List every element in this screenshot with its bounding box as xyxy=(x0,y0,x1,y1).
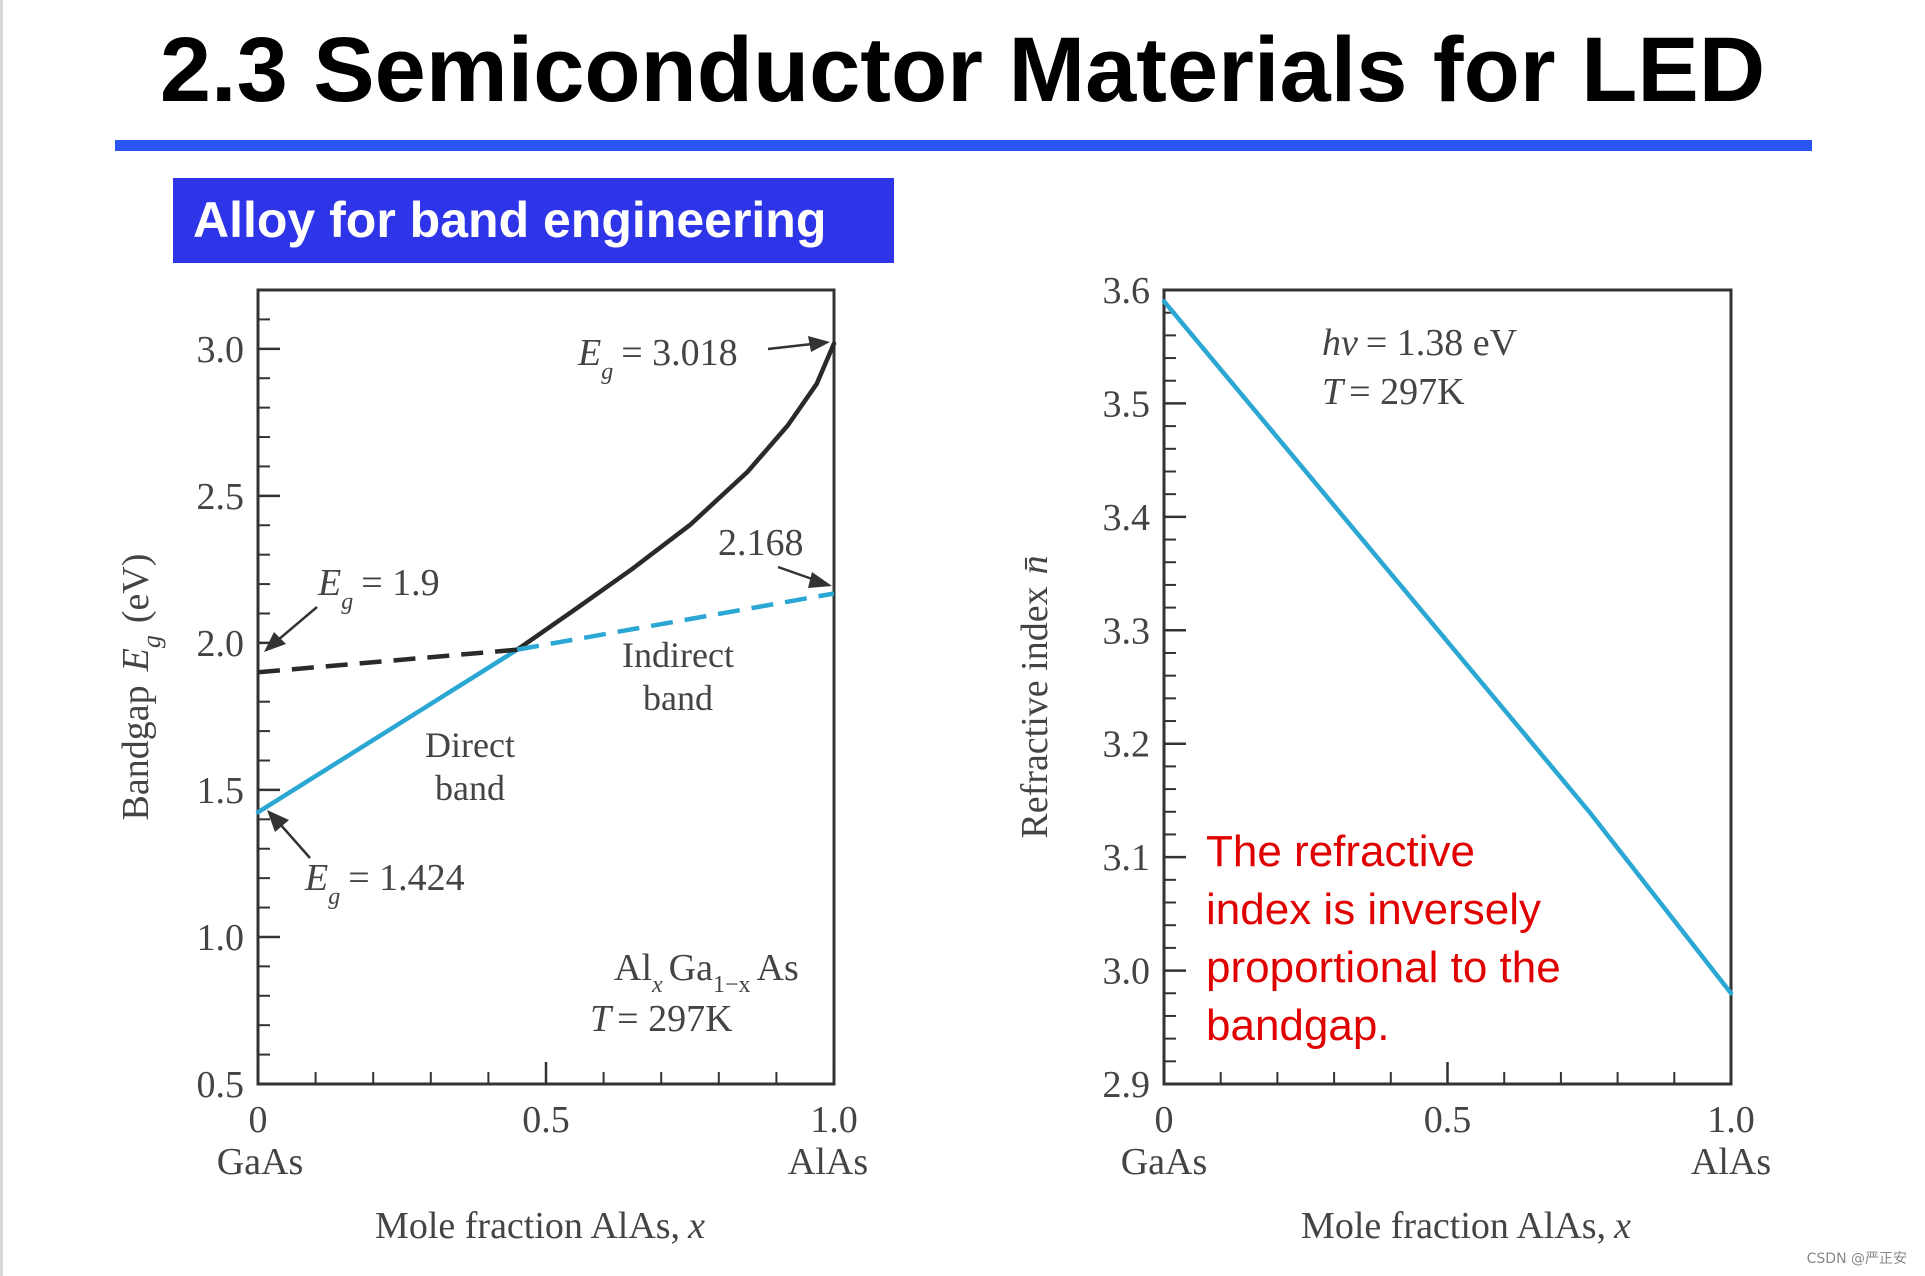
bandgap-x-axis-label: Mole fraction AlAs, x xyxy=(375,1205,705,1247)
x-tick-label: 0.5 xyxy=(522,1099,570,1141)
bandgap-series xyxy=(255,341,837,815)
bandgap-x-end-label: AlAs xyxy=(788,1141,868,1183)
bandgap-x-ticks: 0 0.5 1.0 xyxy=(249,1062,858,1141)
note-line-1: The refractive xyxy=(1206,827,1475,876)
eg-1424-annotation: Eg = 1.424 xyxy=(304,857,465,910)
eg-19-arrow-line xyxy=(277,606,318,641)
bandgap-x-start-label: GaAs xyxy=(217,1141,304,1183)
bandgap-y-axis-label: BandgapEg(eV) xyxy=(115,554,166,821)
bandgap-y-ticks: 0.5 1.0 1.5 2.0 2.5 3.0 xyxy=(197,289,280,1106)
y-tick-label: 1.0 xyxy=(197,917,245,959)
eg-2168-arrowhead xyxy=(808,572,832,588)
indirect-band-label-line2: band xyxy=(643,678,713,718)
note-line-4: bandgap. xyxy=(1206,1001,1390,1050)
refractive-series xyxy=(1161,299,1734,996)
eg-3018-annotation: Eg = 3.018 xyxy=(577,332,738,385)
direct-band-label-line2: band xyxy=(435,768,505,808)
right-temperature: T = 297K xyxy=(1322,371,1465,413)
refractive-y-ticks: 2.9 3.0 3.1 3.2 3.3 3.4 3.5 3.6 xyxy=(1103,270,1186,1106)
refractive-y-axis-label: Refractive indexn̄ xyxy=(1014,555,1056,838)
note-line-2: index is inversely xyxy=(1206,885,1541,934)
y-tick-label: 3.4 xyxy=(1103,497,1151,539)
refractive-index-chart: 2.9 3.0 3.1 3.2 3.3 3.4 3.5 3.6 0 0.5 1.0 Refract… xyxy=(1014,270,1771,1247)
bandgap-chart: 0.51.01.52.02.53.0 0 0.5 1.0 BandgapEg(eV)… xyxy=(115,288,868,1247)
eg-1424-arrowhead xyxy=(267,810,289,832)
watermark: CSDN @严正安 xyxy=(1806,1251,1907,1267)
section-badge: Alloy for band engineering xyxy=(173,178,894,263)
eg-19-annotation: Eg = 1.9 xyxy=(317,562,440,615)
title-underline xyxy=(115,140,1812,151)
series-line-2 xyxy=(257,647,518,675)
series-line-1 xyxy=(514,341,837,652)
y-tick-label: 3.5 xyxy=(1103,383,1151,425)
y-tick-label: 3.2 xyxy=(1103,724,1151,766)
x-tick-label: 0 xyxy=(1155,1099,1174,1141)
y-tick-label: 3.6 xyxy=(1103,270,1151,312)
eg-2168-arrow-line xyxy=(777,565,816,582)
refractive-x-start-label: GaAs xyxy=(1121,1141,1208,1183)
eg-3018-arrowhead xyxy=(808,336,830,352)
x-tick-label: 0 xyxy=(249,1099,268,1141)
eg-19-arrowhead xyxy=(264,632,286,652)
y-tick-label: 3.0 xyxy=(1103,951,1151,993)
left-temperature: T = 297K xyxy=(590,998,733,1040)
y-tick-label: 3.3 xyxy=(1103,610,1151,652)
x-tick-label: 1.0 xyxy=(1707,1099,1755,1141)
y-tick-label: 2.0 xyxy=(197,623,245,665)
y-tick-label: 3.1 xyxy=(1103,837,1151,879)
alloy-formula: Alx Ga1−x As xyxy=(614,947,799,998)
note-text: The refractive index is inversely propor… xyxy=(1206,827,1561,1050)
eg-1424-arrow-line xyxy=(279,823,311,859)
y-tick-label: 2.9 xyxy=(1103,1064,1151,1106)
direct-band-label-line1: Direct xyxy=(425,725,515,765)
refractive-x-end-label: AlAs xyxy=(1691,1141,1771,1183)
note-line-3: proportional to the xyxy=(1206,943,1561,992)
slide-title: 2.3 Semiconductor Materials for LED xyxy=(159,19,1766,121)
x-tick-label: 1.0 xyxy=(810,1099,858,1141)
x-tick-label: 0.5 xyxy=(1424,1099,1472,1141)
y-tick-label: 1.5 xyxy=(197,770,245,812)
eg-2168-annotation: 2.168 xyxy=(718,522,804,564)
indirect-band-label-line1: Indirect xyxy=(622,635,734,675)
refractive-x-axis-label: Mole fraction AlAs, x xyxy=(1301,1205,1631,1247)
bandgap-plot-frame xyxy=(256,288,836,1086)
series-line-0 xyxy=(255,647,520,815)
eg-3018-arrow-line xyxy=(767,342,813,351)
y-tick-label: 2.5 xyxy=(197,476,245,518)
series-line-0 xyxy=(1161,299,1734,996)
slide-left-edge xyxy=(0,0,3,1276)
y-tick-label: 3.0 xyxy=(197,329,245,371)
series-line-3 xyxy=(516,591,835,652)
y-tick-label: 0.5 xyxy=(197,1064,245,1106)
refractive-x-ticks: 0 0.5 1.0 xyxy=(1155,1062,1755,1141)
photon-energy-annotation: hν = 1.38 eV xyxy=(1322,322,1518,364)
